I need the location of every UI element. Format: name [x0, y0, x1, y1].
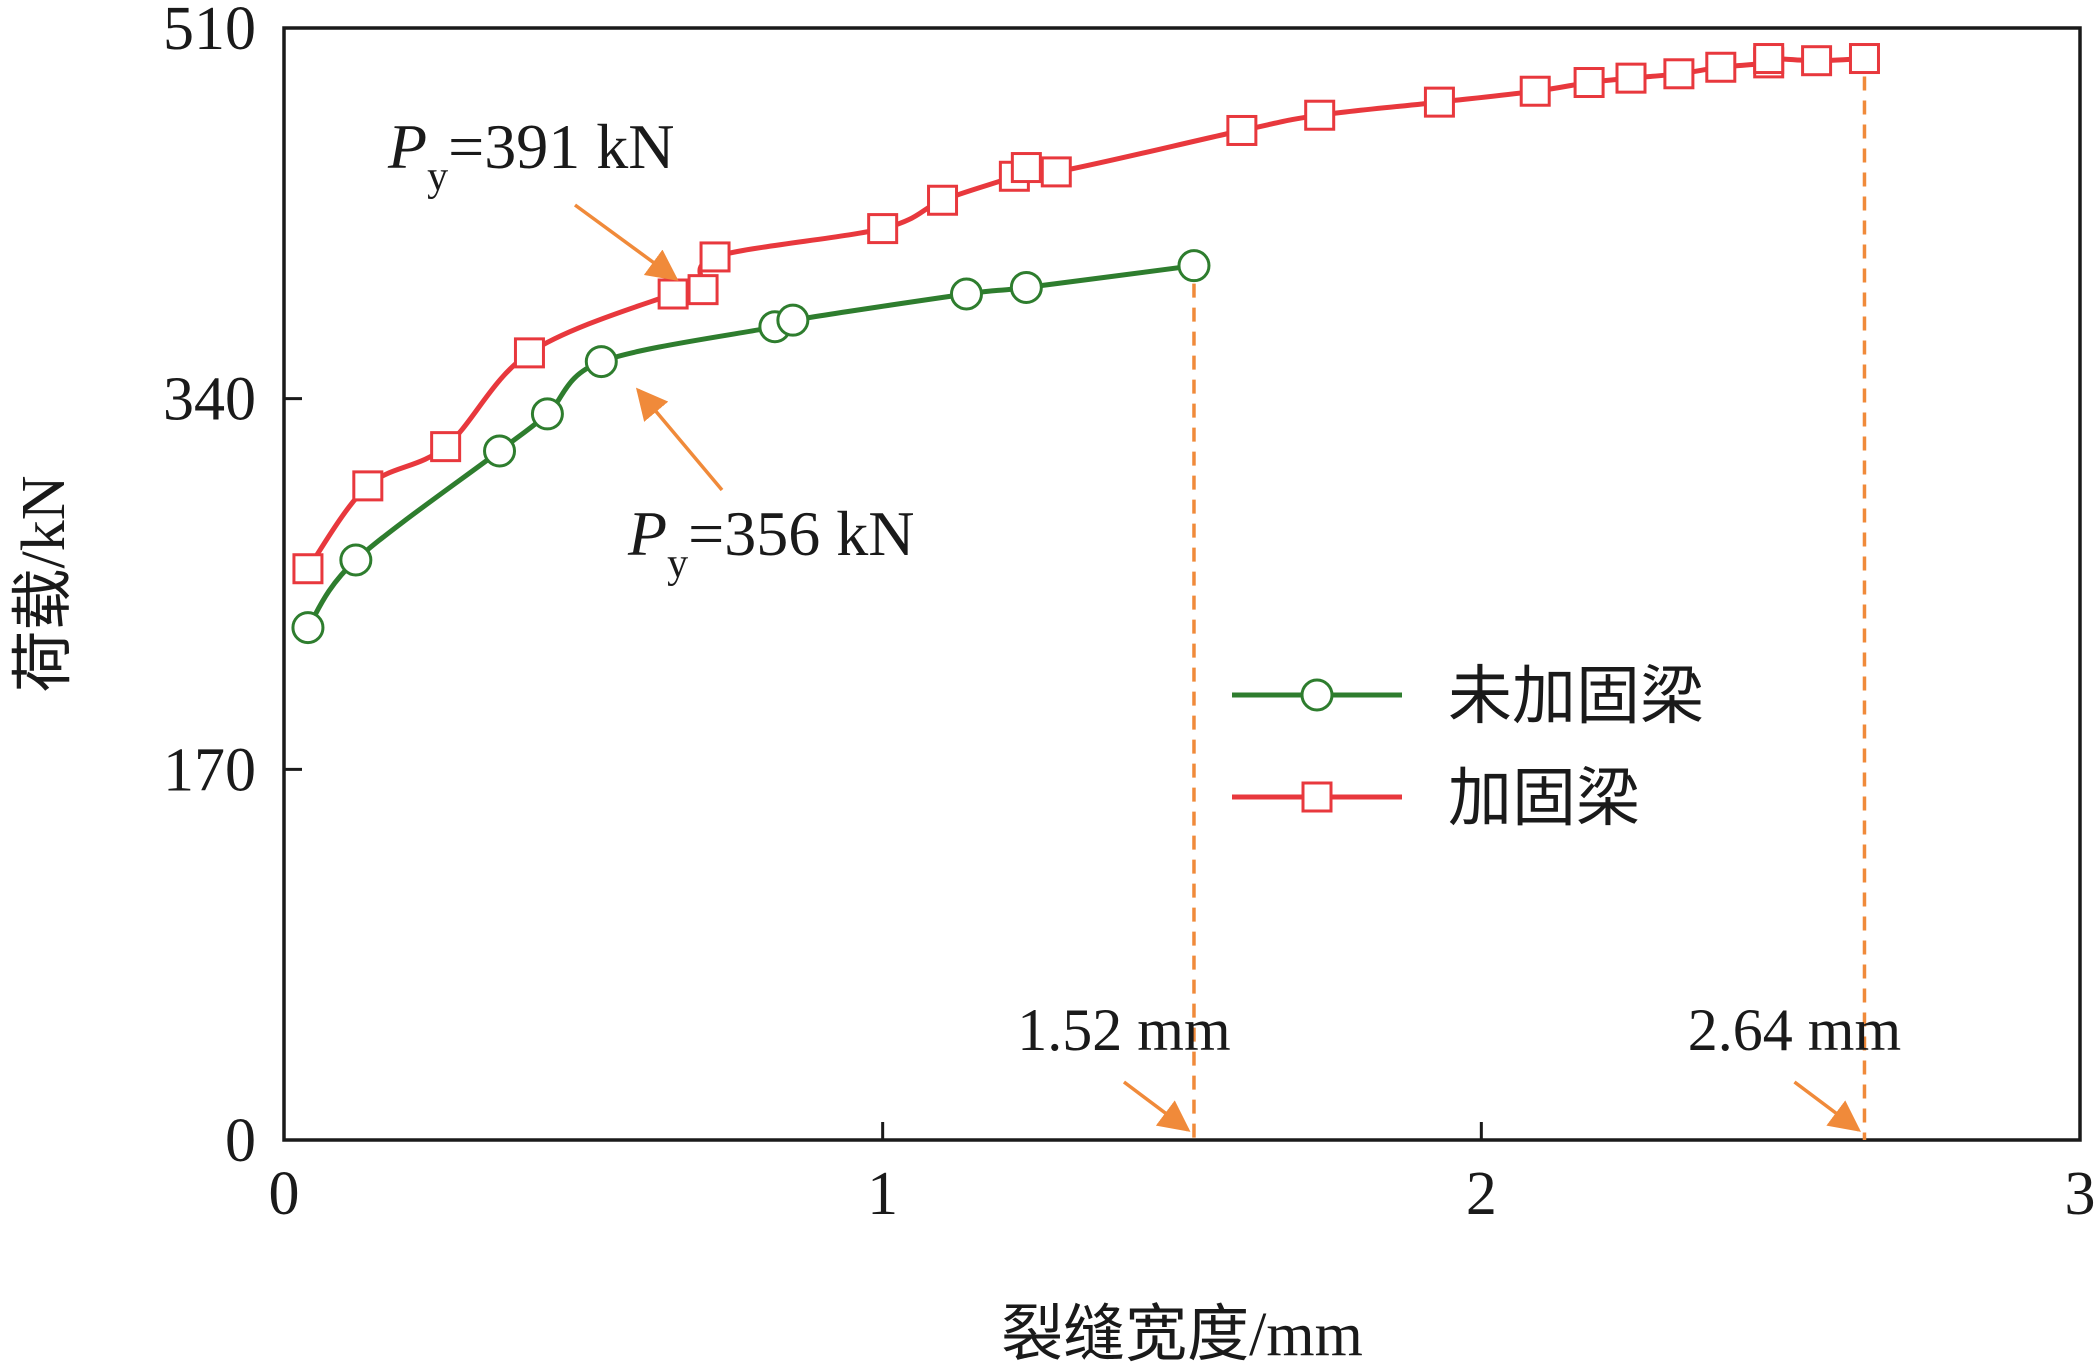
data-point-square [1040, 156, 1072, 188]
legend-entry-reinforced: 加固梁 [1232, 763, 1640, 834]
crack-width-label: 2.64 mm [1688, 997, 1901, 1063]
plot-frame [282, 26, 2082, 1142]
data-point-square [1010, 152, 1042, 184]
crack-width-arrow [1122, 1080, 1191, 1132]
data-point-circle [584, 345, 618, 379]
legend: 未加固梁 加固梁 [1232, 661, 1704, 834]
x-tick-label: 1 [867, 1160, 898, 1228]
data-point-circle [776, 303, 810, 337]
series-unreinforced [291, 249, 1211, 645]
data-point-square [1423, 86, 1455, 118]
series-layer [291, 43, 1880, 645]
yield-load-arrow [635, 387, 724, 492]
data-point-square [699, 241, 731, 273]
data-point-square [687, 274, 719, 306]
data-point-circle [291, 611, 325, 645]
data-point-square [1848, 43, 1880, 75]
data-point-square [1753, 43, 1785, 75]
x-tick-label: 2 [1466, 1160, 1497, 1228]
axis-ticks [284, 397, 1483, 1140]
data-point-square [1615, 62, 1647, 94]
y-axis-title: 荷载/kN [10, 475, 78, 692]
data-point-square [1801, 45, 1833, 77]
annotation-layer: 1.52 mm 2.64 mm Py=391 kN Py=356 kN [387, 111, 1901, 1132]
legend-marker-reinforced [1301, 781, 1333, 813]
data-point-square [513, 337, 545, 369]
legend-label-unreinforced: 未加固梁 [1448, 661, 1704, 732]
series-reinforced [292, 43, 1880, 585]
y-tick-label: 170 [163, 736, 256, 804]
data-point-square [1705, 51, 1737, 83]
data-point-circle [483, 434, 517, 468]
yield-load-arrow [573, 203, 679, 281]
data-point-circle [530, 397, 564, 431]
data-point-square [1573, 67, 1605, 99]
legend-label-reinforced: 加固梁 [1448, 763, 1640, 834]
data-point-square [1226, 114, 1258, 146]
series-line [305, 263, 1195, 630]
yield-load-label: Py=391 kN [387, 111, 674, 200]
crack-width-label: 1.52 mm [1017, 997, 1230, 1063]
reference-lines [1192, 76, 1867, 1140]
data-point-square [1304, 99, 1336, 131]
data-point-circle [339, 543, 373, 577]
y-tick-label: 340 [163, 366, 256, 434]
legend-marker-unreinforced [1300, 678, 1334, 712]
x-axis-title: 裂缝宽度/mm [1001, 1301, 1363, 1367]
data-point-square [1663, 58, 1695, 90]
crack-width-arrow [1793, 1080, 1861, 1132]
data-point-square [927, 184, 959, 216]
x-tick-label: 3 [2065, 1160, 2096, 1228]
data-point-square [867, 213, 899, 245]
data-point-square [352, 470, 384, 502]
data-point-square [292, 553, 324, 585]
yield-load-label: Py=356 kN [627, 498, 914, 587]
y-tick-label: 0 [225, 1107, 256, 1175]
data-point-circle [1177, 249, 1211, 283]
data-point-circle [949, 277, 983, 311]
data-point-circle [1009, 270, 1043, 304]
legend-entry-unreinforced: 未加固梁 [1232, 661, 1704, 732]
data-point-square [657, 278, 689, 310]
x-tick-label: 0 [269, 1160, 300, 1228]
y-tick-label: 510 [163, 0, 256, 63]
data-point-square [1519, 75, 1551, 107]
data-point-square [430, 431, 462, 463]
axis-tick-labels: 0 1 2 3 0 170 340 510 [163, 0, 2096, 1228]
